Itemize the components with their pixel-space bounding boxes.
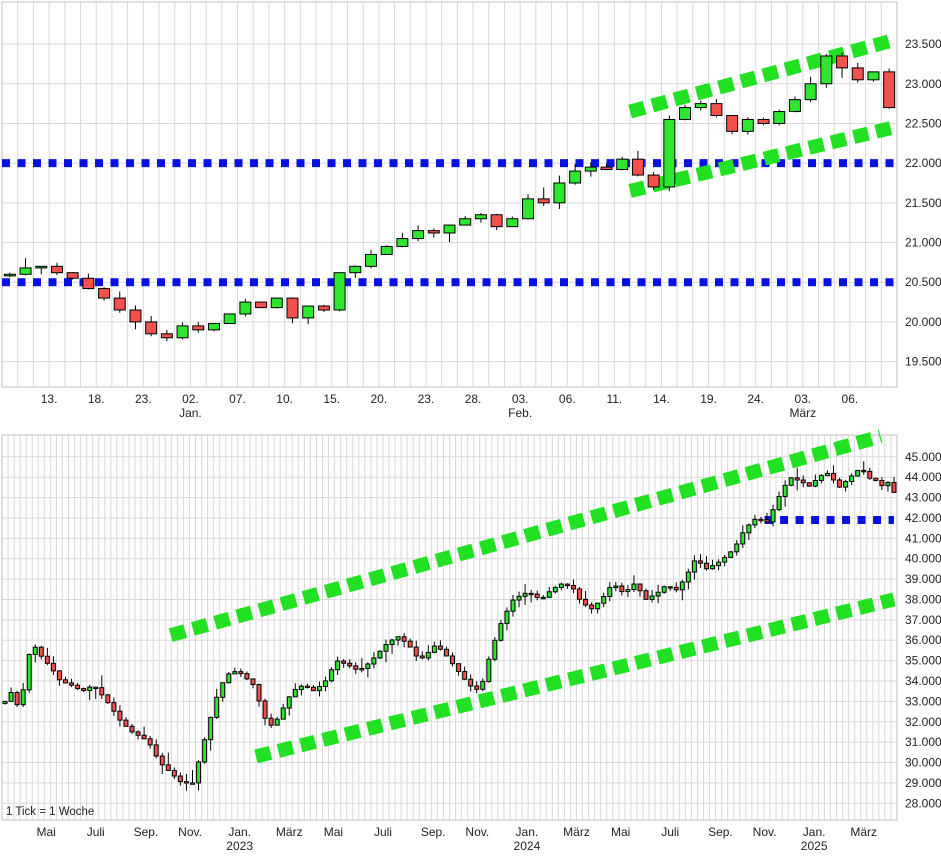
svg-text:März: März xyxy=(850,825,877,839)
svg-text:06.: 06. xyxy=(559,392,576,406)
svg-text:Jan.: Jan. xyxy=(228,825,251,839)
svg-text:Mai: Mai xyxy=(611,825,630,839)
svg-text:Jan.: Jan. xyxy=(803,825,826,839)
svg-text:21.500: 21.500 xyxy=(905,196,941,210)
svg-text:36.000: 36.000 xyxy=(905,633,941,647)
svg-text:24.: 24. xyxy=(747,392,764,406)
svg-text:03.: 03. xyxy=(512,392,529,406)
svg-text:23.: 23. xyxy=(418,392,435,406)
svg-text:07.: 07. xyxy=(229,392,246,406)
svg-text:34.000: 34.000 xyxy=(905,674,941,688)
svg-text:22.000: 22.000 xyxy=(905,156,941,170)
svg-text:22.500: 22.500 xyxy=(905,116,941,130)
svg-text:32.000: 32.000 xyxy=(905,715,941,729)
svg-text:41.000: 41.000 xyxy=(905,531,941,545)
svg-text:10.: 10. xyxy=(276,392,293,406)
svg-text:03.: 03. xyxy=(794,392,811,406)
svg-text:29.000: 29.000 xyxy=(905,776,941,790)
svg-text:18.: 18. xyxy=(88,392,105,406)
svg-text:Nov.: Nov. xyxy=(465,825,489,839)
svg-text:Sep.: Sep. xyxy=(421,825,446,839)
svg-text:44.000: 44.000 xyxy=(905,470,941,484)
svg-text:23.: 23. xyxy=(135,392,152,406)
svg-text:14.: 14. xyxy=(653,392,670,406)
svg-text:02.: 02. xyxy=(182,392,199,406)
svg-text:2023: 2023 xyxy=(226,839,253,853)
svg-text:2024: 2024 xyxy=(514,839,541,853)
svg-text:Mai: Mai xyxy=(324,825,343,839)
svg-text:35.000: 35.000 xyxy=(905,654,941,668)
svg-text:33.000: 33.000 xyxy=(905,694,941,708)
svg-text:28.000: 28.000 xyxy=(905,796,941,810)
svg-text:Nov.: Nov. xyxy=(753,825,777,839)
svg-text:40.000: 40.000 xyxy=(905,552,941,566)
svg-text:Sep.: Sep. xyxy=(708,825,733,839)
svg-text:Juli: Juli xyxy=(661,825,679,839)
svg-text:Juli: Juli xyxy=(87,825,105,839)
svg-text:Mai: Mai xyxy=(36,825,55,839)
svg-text:42.000: 42.000 xyxy=(905,511,941,525)
svg-text:45.000: 45.000 xyxy=(905,450,941,464)
svg-text:19.: 19. xyxy=(700,392,717,406)
svg-text:Nov.: Nov. xyxy=(178,825,202,839)
svg-text:31.000: 31.000 xyxy=(905,735,941,749)
svg-text:20.500: 20.500 xyxy=(905,275,941,289)
svg-text:06.: 06. xyxy=(842,392,859,406)
svg-text:13.: 13. xyxy=(41,392,58,406)
svg-text:Sep.: Sep. xyxy=(134,825,159,839)
svg-text:Jan.: Jan. xyxy=(516,825,539,839)
svg-text:1 Tick = 1 Woche: 1 Tick = 1 Woche xyxy=(6,806,94,818)
svg-text:37.000: 37.000 xyxy=(905,613,941,627)
svg-text:Feb.: Feb. xyxy=(508,406,532,420)
svg-text:11.: 11. xyxy=(606,392,622,406)
svg-text:23.500: 23.500 xyxy=(905,37,941,51)
svg-text:28.: 28. xyxy=(465,392,482,406)
svg-text:März: März xyxy=(276,825,303,839)
svg-text:43.000: 43.000 xyxy=(905,491,941,505)
svg-text:2025: 2025 xyxy=(801,839,828,853)
svg-text:19.500: 19.500 xyxy=(905,355,941,369)
svg-text:20.000: 20.000 xyxy=(905,315,941,329)
svg-text:23.000: 23.000 xyxy=(905,77,941,91)
svg-text:März: März xyxy=(789,406,816,420)
svg-text:30.000: 30.000 xyxy=(905,756,941,770)
svg-text:21.000: 21.000 xyxy=(905,236,941,250)
svg-text:15.: 15. xyxy=(323,392,340,406)
svg-text:Jan.: Jan. xyxy=(179,406,202,420)
svg-text:20.: 20. xyxy=(370,392,387,406)
svg-text:März: März xyxy=(563,825,590,839)
svg-text:39.000: 39.000 xyxy=(905,572,941,586)
svg-text:Juli: Juli xyxy=(374,825,392,839)
svg-text:38.000: 38.000 xyxy=(905,592,941,606)
